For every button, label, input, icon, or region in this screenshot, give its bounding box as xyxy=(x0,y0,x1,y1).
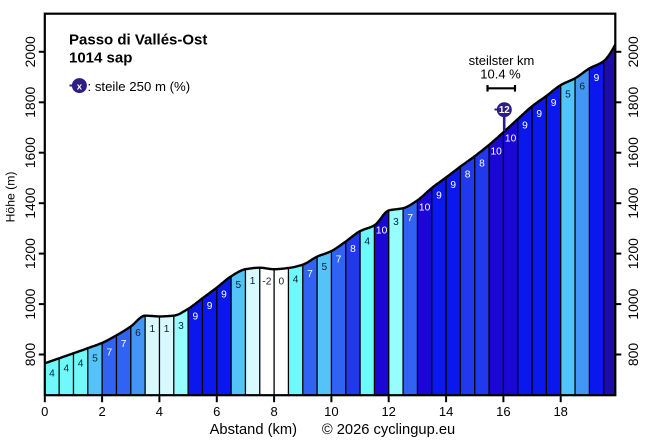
svg-text:7: 7 xyxy=(307,269,313,280)
svg-text:© 2026 cyclingup.eu: © 2026 cyclingup.eu xyxy=(322,422,455,438)
svg-text:800: 800 xyxy=(22,343,38,367)
svg-text:1200: 1200 xyxy=(22,238,38,269)
svg-text:16: 16 xyxy=(496,404,510,419)
svg-text:9: 9 xyxy=(221,290,227,301)
svg-text:2000: 2000 xyxy=(625,36,641,67)
svg-text:14: 14 xyxy=(439,404,453,419)
svg-text:4: 4 xyxy=(49,369,55,380)
svg-text:10: 10 xyxy=(376,225,388,236)
svg-text:3: 3 xyxy=(393,217,399,228)
svg-text:10: 10 xyxy=(324,404,338,419)
svg-text:10: 10 xyxy=(419,202,431,213)
svg-text:8: 8 xyxy=(350,244,356,255)
svg-text:1: 1 xyxy=(164,324,170,335)
svg-text:0: 0 xyxy=(278,277,284,288)
svg-text:5: 5 xyxy=(92,354,98,365)
svg-text:12: 12 xyxy=(499,105,510,116)
svg-text:4: 4 xyxy=(63,364,69,375)
svg-text:9: 9 xyxy=(207,301,213,312)
svg-text:1600: 1600 xyxy=(625,137,641,168)
svg-text:1400: 1400 xyxy=(22,187,38,218)
svg-text:5: 5 xyxy=(321,262,327,273)
svg-text:7: 7 xyxy=(106,347,112,358)
svg-text:9: 9 xyxy=(436,191,442,202)
svg-text:9: 9 xyxy=(594,73,600,84)
svg-text:1600: 1600 xyxy=(22,137,38,168)
svg-text:800: 800 xyxy=(625,343,641,367)
svg-text:: steile 250 m (%): : steile 250 m (%) xyxy=(88,79,191,94)
svg-text:9: 9 xyxy=(192,312,198,323)
svg-text:Passo di Vallés-Ost: Passo di Vallés-Ost xyxy=(69,31,207,48)
svg-text:18: 18 xyxy=(553,404,567,419)
svg-text:10: 10 xyxy=(491,147,503,158)
svg-text:8: 8 xyxy=(465,169,471,180)
svg-text:steilster km: steilster km xyxy=(469,53,535,68)
svg-text:1400: 1400 xyxy=(625,187,641,218)
svg-text:6: 6 xyxy=(579,81,585,92)
svg-text:2: 2 xyxy=(98,404,105,419)
svg-text:7: 7 xyxy=(407,213,413,224)
svg-text:9: 9 xyxy=(450,180,456,191)
svg-text:9: 9 xyxy=(536,109,542,120)
svg-text:1: 1 xyxy=(149,324,155,335)
svg-text:6: 6 xyxy=(135,328,141,339)
svg-text:Abstand (km): Abstand (km) xyxy=(210,422,297,438)
svg-text:1000: 1000 xyxy=(22,288,38,319)
svg-text:0: 0 xyxy=(41,404,48,419)
svg-text:1800: 1800 xyxy=(22,87,38,118)
svg-text:4: 4 xyxy=(156,404,163,419)
svg-text:1000: 1000 xyxy=(625,288,641,319)
svg-text:1014 sap: 1014 sap xyxy=(69,50,132,67)
svg-text:7: 7 xyxy=(121,339,127,350)
svg-text:7: 7 xyxy=(336,255,342,266)
svg-text:5: 5 xyxy=(565,90,571,101)
svg-text:8: 8 xyxy=(270,404,277,419)
svg-text:8: 8 xyxy=(479,159,485,170)
svg-text:1800: 1800 xyxy=(625,87,641,118)
svg-text:3: 3 xyxy=(178,321,184,332)
svg-text:-2: -2 xyxy=(262,276,271,287)
svg-text:4: 4 xyxy=(293,275,299,286)
svg-text:5: 5 xyxy=(235,280,241,291)
svg-text:9: 9 xyxy=(522,120,528,131)
svg-text:2000: 2000 xyxy=(22,36,38,67)
svg-text:4: 4 xyxy=(364,236,370,247)
svg-text:4: 4 xyxy=(78,359,84,370)
svg-text:Höhe (m): Höhe (m) xyxy=(4,172,18,223)
svg-text:9: 9 xyxy=(551,98,557,109)
svg-text:6: 6 xyxy=(213,404,220,419)
svg-text:1: 1 xyxy=(250,276,256,287)
svg-text:x: x xyxy=(77,81,83,92)
svg-text:1200: 1200 xyxy=(625,238,641,269)
svg-text:12: 12 xyxy=(381,404,395,419)
svg-text:10.4 %: 10.4 % xyxy=(480,67,521,82)
svg-text:10: 10 xyxy=(505,134,517,145)
